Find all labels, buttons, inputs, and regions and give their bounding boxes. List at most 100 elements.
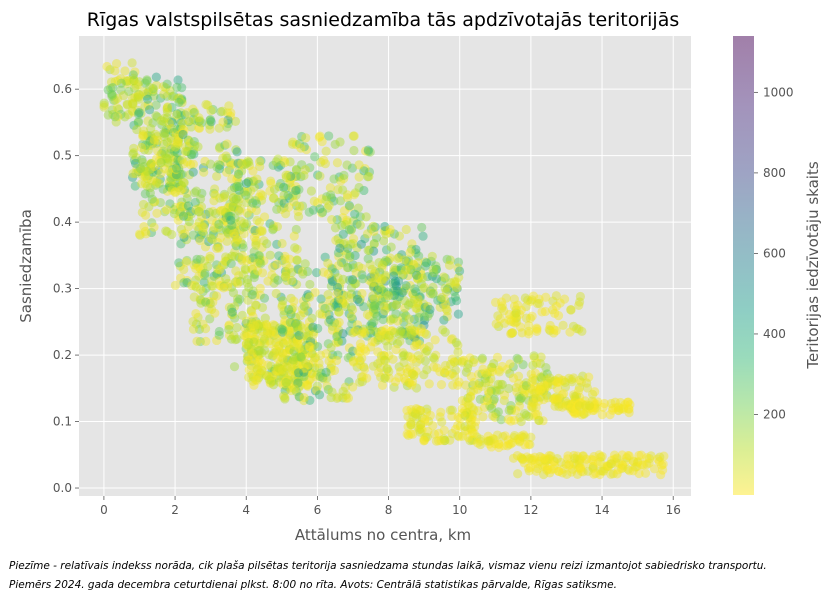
scatter-point	[135, 230, 145, 240]
scatter-point	[544, 324, 554, 334]
scatter-point	[527, 385, 538, 395]
scatter-point	[218, 117, 228, 127]
scatter-point	[214, 164, 225, 174]
scatter-point	[241, 178, 252, 188]
scatter-point	[234, 206, 245, 216]
scatter-point	[566, 401, 577, 411]
scatter-point	[252, 174, 262, 184]
scatter-point	[299, 301, 309, 311]
scatter-point	[532, 326, 542, 337]
scatter-point	[538, 387, 549, 397]
scatter-point	[239, 229, 249, 239]
scatter-point	[303, 362, 313, 372]
scatter-point	[516, 431, 526, 441]
scatter-point	[290, 373, 300, 384]
scatter-point	[356, 342, 366, 353]
scatter-point	[514, 309, 525, 320]
scatter-point	[162, 103, 172, 113]
scatter-point	[593, 397, 603, 407]
scatter-point	[287, 364, 297, 374]
scatter-point	[539, 384, 549, 394]
scatter-point	[174, 166, 184, 176]
scatter-point	[250, 320, 260, 331]
scatter-point	[576, 377, 586, 387]
scatter-point	[297, 304, 308, 314]
scatter-point	[541, 362, 551, 373]
scatter-point	[307, 368, 317, 379]
scatter-point	[400, 303, 410, 313]
scatter-point	[588, 461, 598, 471]
scatter-point	[489, 358, 499, 369]
scatter-point	[327, 353, 337, 363]
scatter-point	[130, 67, 140, 77]
scatter-point	[551, 395, 561, 405]
scatter-point	[256, 258, 266, 269]
scatter-point	[140, 78, 150, 88]
scatter-point	[535, 456, 545, 466]
scatter-point	[370, 308, 380, 319]
scatter-point	[191, 275, 201, 285]
scatter-point	[338, 386, 348, 396]
scatter-point	[219, 217, 229, 227]
scatter-point	[303, 323, 313, 333]
scatter-point	[370, 326, 380, 336]
scatter-point	[143, 100, 153, 110]
scatter-point	[353, 203, 363, 213]
scatter-point	[197, 220, 207, 231]
scatter-point	[541, 456, 551, 466]
scatter-point	[271, 329, 281, 339]
scatter-point	[519, 458, 529, 468]
scatter-point	[415, 405, 426, 416]
scatter-point	[586, 454, 597, 464]
scatter-point	[196, 298, 206, 308]
scatter-point	[194, 324, 205, 335]
scatter-point	[198, 286, 208, 297]
scatter-point	[256, 156, 266, 166]
scatter-point	[177, 83, 187, 93]
scatter-point	[265, 219, 275, 229]
scatter-point	[575, 455, 585, 465]
scatter-point	[218, 193, 229, 203]
scatter-point	[264, 336, 274, 346]
scatter-point	[230, 230, 240, 240]
scatter-point	[279, 339, 289, 349]
scatter-point	[146, 164, 156, 175]
scatter-point	[431, 264, 442, 274]
scatter-point	[143, 145, 153, 155]
scatter-point	[570, 409, 580, 419]
scatter-point	[159, 89, 169, 99]
scatter-point	[524, 326, 534, 336]
scatter-point	[352, 362, 362, 372]
scatter-point	[483, 436, 494, 446]
scatter-point	[337, 336, 347, 346]
scatter-point	[406, 420, 416, 430]
scatter-point	[314, 132, 324, 142]
scatter-point	[333, 336, 343, 347]
scatter-point	[484, 388, 494, 399]
scatter-point	[184, 117, 194, 127]
scatter-point	[204, 120, 215, 130]
scatter-point	[347, 163, 358, 173]
scatter-point	[574, 401, 584, 411]
scatter-point	[171, 129, 181, 139]
scatter-point	[487, 367, 497, 377]
scatter-point	[226, 334, 237, 344]
scatter-point	[628, 466, 638, 476]
scatter-point	[148, 167, 158, 177]
scatter-point	[180, 110, 190, 120]
scatter-point	[255, 226, 265, 236]
scatter-point	[250, 354, 260, 364]
scatter-point	[265, 176, 276, 186]
scatter-point	[576, 407, 586, 417]
scatter-point	[255, 338, 265, 349]
scatter-point	[388, 354, 398, 364]
scatter-point	[310, 363, 320, 373]
scatter-point	[222, 139, 232, 149]
scatter-point	[331, 338, 341, 348]
scatter-point	[138, 199, 149, 210]
scatter-point	[161, 153, 171, 163]
scatter-point	[445, 435, 455, 445]
scatter-point	[491, 319, 501, 329]
scatter-point	[387, 302, 397, 312]
scatter-point	[189, 292, 199, 302]
